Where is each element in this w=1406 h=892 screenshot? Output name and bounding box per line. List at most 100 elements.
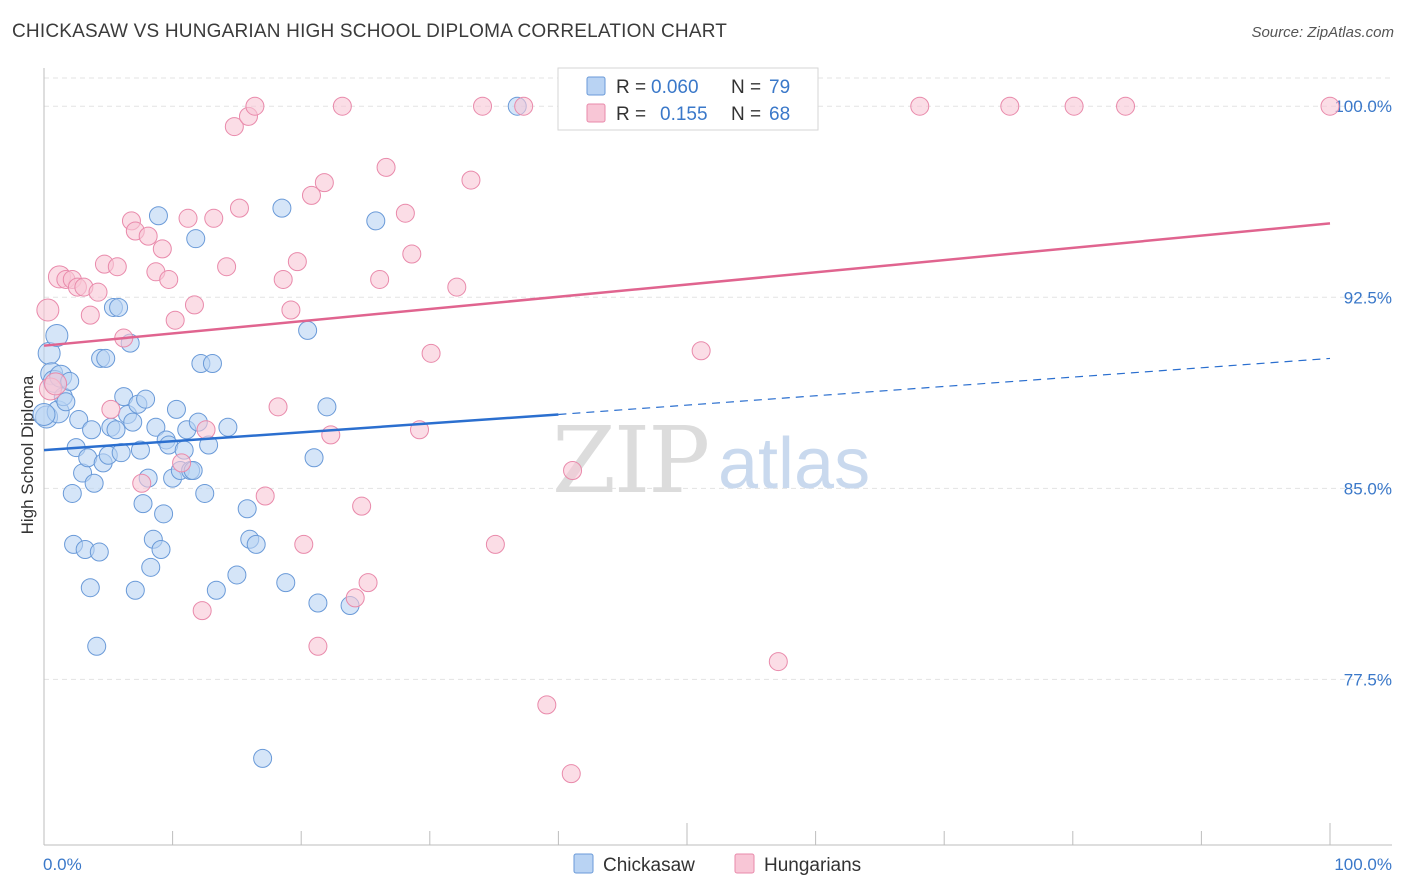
chickasaw-point [207,581,225,599]
hungarian-point [274,270,292,288]
chickasaw-point [203,355,221,373]
hungarian-point [346,589,364,607]
chickasaw-point [277,574,295,592]
y-tick-label: 85.0% [1344,479,1392,498]
hungarian-point [377,158,395,176]
chickasaw-point [187,230,205,248]
hungarian-point [282,301,300,319]
hungarian-point [81,306,99,324]
hungarian-point [197,421,215,439]
chickasaw-point [88,637,106,655]
x-tick-label-max: 100.0% [1334,855,1392,874]
hungarian-point [474,97,492,115]
bottom-legend-hungarian: Hungarians [764,855,861,876]
series-legend: Chickasaw Hungarians [574,854,861,876]
hungarian-trend-line [44,223,1330,345]
hungarian-point [769,653,787,671]
chickasaw-point [219,418,237,436]
hungarian-point [102,400,120,418]
hungarian-point [45,373,67,395]
scatter-chart: ZIP atlas 77.5%85.0%92.5%100.0% 0.0% 100.… [0,0,1406,892]
hungarian-point [108,258,126,276]
hungarian-point [564,462,582,480]
chickasaw-point [63,484,81,502]
hungarian-point [295,535,313,553]
chickasaw-point [81,579,99,597]
chickasaw-point [228,566,246,584]
legend-swatch-hungarian [587,104,605,122]
bottom-legend-chickasaw: Chickasaw [603,855,695,876]
hungarian-point [288,253,306,271]
watermark: ZIP atlas [552,407,870,514]
hungarian-point [160,270,178,288]
bottom-legend-swatch-chickasaw [574,854,593,873]
hungarian-point [218,258,236,276]
hungarian-point [359,574,377,592]
hungarian-point [462,171,480,189]
legend-r-value-1: 0.060 [651,77,699,98]
y-tick-label: 100.0% [1334,97,1392,116]
hungarian-point [562,765,580,783]
hungarian-point [911,97,929,115]
hungarian-point [89,283,107,301]
chickasaw-point [305,449,323,467]
chickasaw-point [254,749,272,767]
chickasaw-point [167,400,185,418]
watermark-atlas: atlas [718,424,870,504]
y-tick-label: 92.5% [1344,288,1392,307]
legend-n-value-2: 68 [769,104,790,125]
hungarian-point [403,245,421,263]
chickasaw-point [126,581,144,599]
hungarian-point [179,209,197,227]
hungarian-point [173,454,191,472]
chickasaw-point [85,474,103,492]
hungarian-point [246,97,264,115]
chickasaw-point [90,543,108,561]
chickasaw-point [273,199,291,217]
chickasaw-point [367,212,385,230]
hungarian-point [309,637,327,655]
chickasaw-point [299,321,317,339]
gridlines [44,78,1392,679]
hungarian-point [205,209,223,227]
chickasaw-point [124,413,142,431]
hungarian-point [692,342,710,360]
hungarian-point [153,240,171,258]
legend-n-label-1: N = [731,77,761,98]
chickasaw-point [97,349,115,367]
legend-n-value-1: 79 [769,77,790,98]
bottom-legend-swatch-hungarian [735,854,754,873]
hungarian-point [371,270,389,288]
hungarian-point [333,97,351,115]
hungarian-point [37,299,59,321]
hungarian-point [322,426,340,444]
hungarian-point [185,296,203,314]
chickasaw-point [155,505,173,523]
hungarian-point [1065,97,1083,115]
legend-r-label-1: R = [616,77,646,98]
hungarian-point [193,602,211,620]
chickasaw-point [238,500,256,518]
chickasaw-point [142,558,160,576]
watermark-zip: ZIP [552,407,708,514]
chickasaw-point [137,390,155,408]
hungarian-point [133,474,151,492]
chickasaw-point [134,495,152,513]
chickasaw-points [33,97,526,767]
chickasaw-point [318,398,336,416]
chickasaw-point [107,421,125,439]
x-tick-labels: 0.0% 100.0% [43,855,1392,874]
hungarian-point [1117,97,1135,115]
chickasaw-point [33,403,55,425]
hungarian-point [1001,97,1019,115]
hungarian-point [486,535,504,553]
chickasaw-trend-extension [558,358,1330,414]
chickasaw-point [196,484,214,502]
legend-n-label-2: N = [731,104,761,125]
hungarian-point [515,97,533,115]
hungarian-point [269,398,287,416]
correlation-legend: R = 0.060 N = 79 R = 0.155 N = 68 [558,68,818,130]
legend-swatch-chickasaw [587,77,605,95]
hungarian-point [139,227,157,245]
hungarian-point [166,311,184,329]
